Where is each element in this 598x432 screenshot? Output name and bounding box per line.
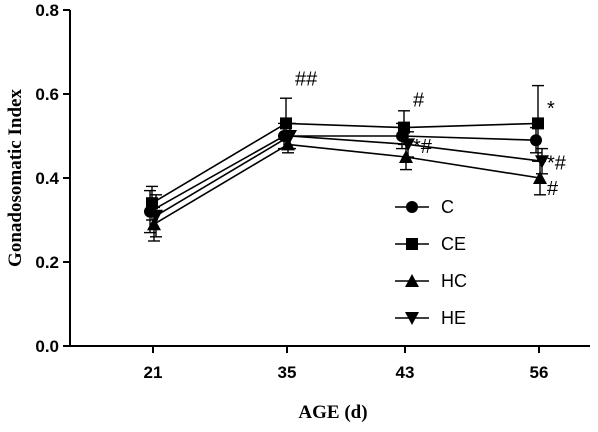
- x-tick-label: 56: [530, 363, 549, 382]
- x-axis-title: AGE (d): [298, 402, 367, 423]
- legend-marker: [406, 238, 418, 250]
- data-point-hc: [281, 137, 295, 151]
- significance-annotation: *: [547, 98, 555, 120]
- series-ce: [146, 84, 544, 221]
- legend-marker: [405, 312, 419, 325]
- data-point-ce: [398, 121, 410, 134]
- data-point-he: [401, 138, 415, 152]
- data-point-ce: [532, 117, 544, 130]
- y-tick-label: 0.0: [35, 337, 59, 356]
- series-he: [149, 122, 549, 238]
- data-point-he: [535, 155, 549, 169]
- legend-marker: [405, 274, 419, 287]
- y-tick-label: 0.8: [35, 1, 59, 20]
- legend-label: HC: [441, 271, 467, 291]
- legend-label: HE: [441, 308, 466, 328]
- series-line-ce: [151, 122, 539, 204]
- data-point-he: [149, 209, 163, 223]
- plot-area: ###*#**##: [144, 69, 567, 242]
- significance-annotation: #: [547, 178, 559, 200]
- legend-marker: [406, 201, 418, 213]
- legend-item-c: C: [395, 197, 454, 217]
- significance-annotation: *#: [547, 153, 567, 175]
- x-tick-label: 43: [396, 363, 415, 382]
- series-line-c: [149, 135, 537, 213]
- legend-item-he: HE: [395, 308, 466, 328]
- series-line-hc: [153, 143, 541, 225]
- legend-label: CE: [441, 234, 466, 254]
- y-tick-label: 0.4: [35, 169, 59, 188]
- legend-item-hc: HC: [395, 271, 467, 291]
- data-point-hc: [533, 171, 547, 184]
- significance-annotation: ##: [295, 69, 318, 91]
- x-tick-label: 21: [144, 363, 163, 382]
- data-point-ce: [146, 197, 158, 210]
- significance-annotation: #: [413, 90, 425, 112]
- data-point-c: [530, 134, 542, 147]
- x-tick-label: 35: [278, 363, 297, 382]
- y-tick-label: 0.2: [35, 253, 59, 272]
- legend-label: C: [441, 197, 454, 217]
- significance-annotation: *#: [413, 136, 433, 158]
- axes: 0.0 0.2 0.4 0.6 0.8 21 35 43 56: [35, 1, 590, 382]
- series-hc: [147, 135, 547, 242]
- data-point-hc: [147, 217, 161, 231]
- y-tick-label: 0.6: [35, 85, 59, 104]
- legend-item-ce: CE: [395, 234, 466, 254]
- legend: C CE HC HE: [395, 197, 467, 328]
- y-axis-title: Gonadosomatic Index: [5, 89, 26, 267]
- series-line-he: [155, 135, 543, 217]
- data-point-he: [283, 130, 297, 143]
